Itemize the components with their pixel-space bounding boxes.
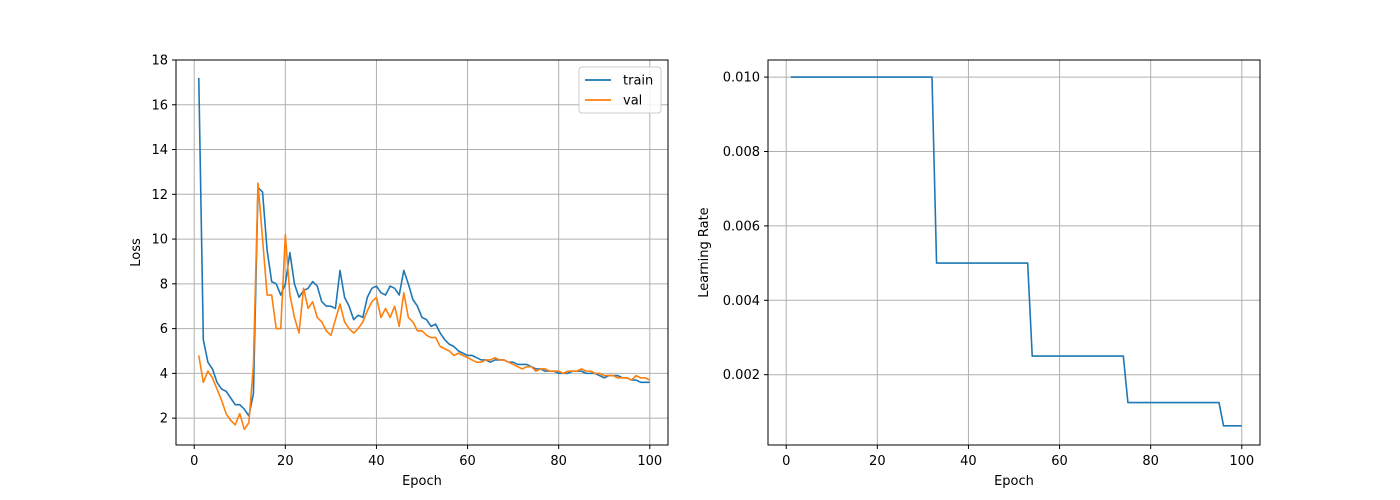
x-tick-label: 20 [277,454,294,469]
y-tick-label: 2 [160,412,168,427]
plot-frame [175,59,669,446]
y-tick-label: 16 [151,98,168,113]
y-tick-label: 0.002 [723,368,760,383]
y-tick-label: 0.006 [723,219,760,234]
y-tick-label: 0.004 [723,294,760,309]
x-tick-label: 0 [190,454,198,469]
y-tick-label: 6 [160,322,168,337]
legend: train val [578,66,662,114]
x-tick-label: 20 [869,454,886,469]
y-tick-label: 0.008 [723,145,760,160]
x-tick-label: 100 [1229,454,1254,469]
y-tick-label: 12 [151,188,168,203]
x-tick-label: 60 [1051,454,1068,469]
y-tick-label: 0.010 [723,71,760,86]
legend-box [578,66,662,114]
y-tick-label: 10 [151,233,168,248]
legend-label-val: val [623,94,642,109]
legend-label-train: train [623,74,653,89]
x-tick-label: 0 [782,454,790,469]
y-tick-label: 8 [160,277,168,292]
series-line-train [197,77,650,417]
x-tick-label: 80 [1142,454,1159,469]
x-tick-label: 40 [368,454,385,469]
series-line-learning-rate [790,76,1242,427]
x-tick-label: 60 [459,454,476,469]
x-tick-label: 80 [550,454,567,469]
y-tick-label: 18 [151,54,168,69]
loss-chart: 0 20 40 60 80 100 2 4 6 8 10 12 14 16 18 Epoch Loss train… [129,54,669,489]
x-axis-label: Epoch [402,474,442,489]
y-axis-label: Learning Rate [697,207,712,297]
y-tick-label: 4 [160,367,168,382]
x-axis-label: Epoch [994,474,1034,489]
x-tick-label: 100 [637,454,662,469]
y-axis-label: Loss [129,238,144,267]
series-line-val [197,182,651,431]
plot-frame [767,59,1261,446]
learning-rate-chart: 0 20 40 60 80 100 0.002 0.004 0.006 0.008 0.010 Epo… [697,59,1261,489]
y-tick-label: 14 [151,143,168,158]
x-tick-label: 40 [960,454,977,469]
